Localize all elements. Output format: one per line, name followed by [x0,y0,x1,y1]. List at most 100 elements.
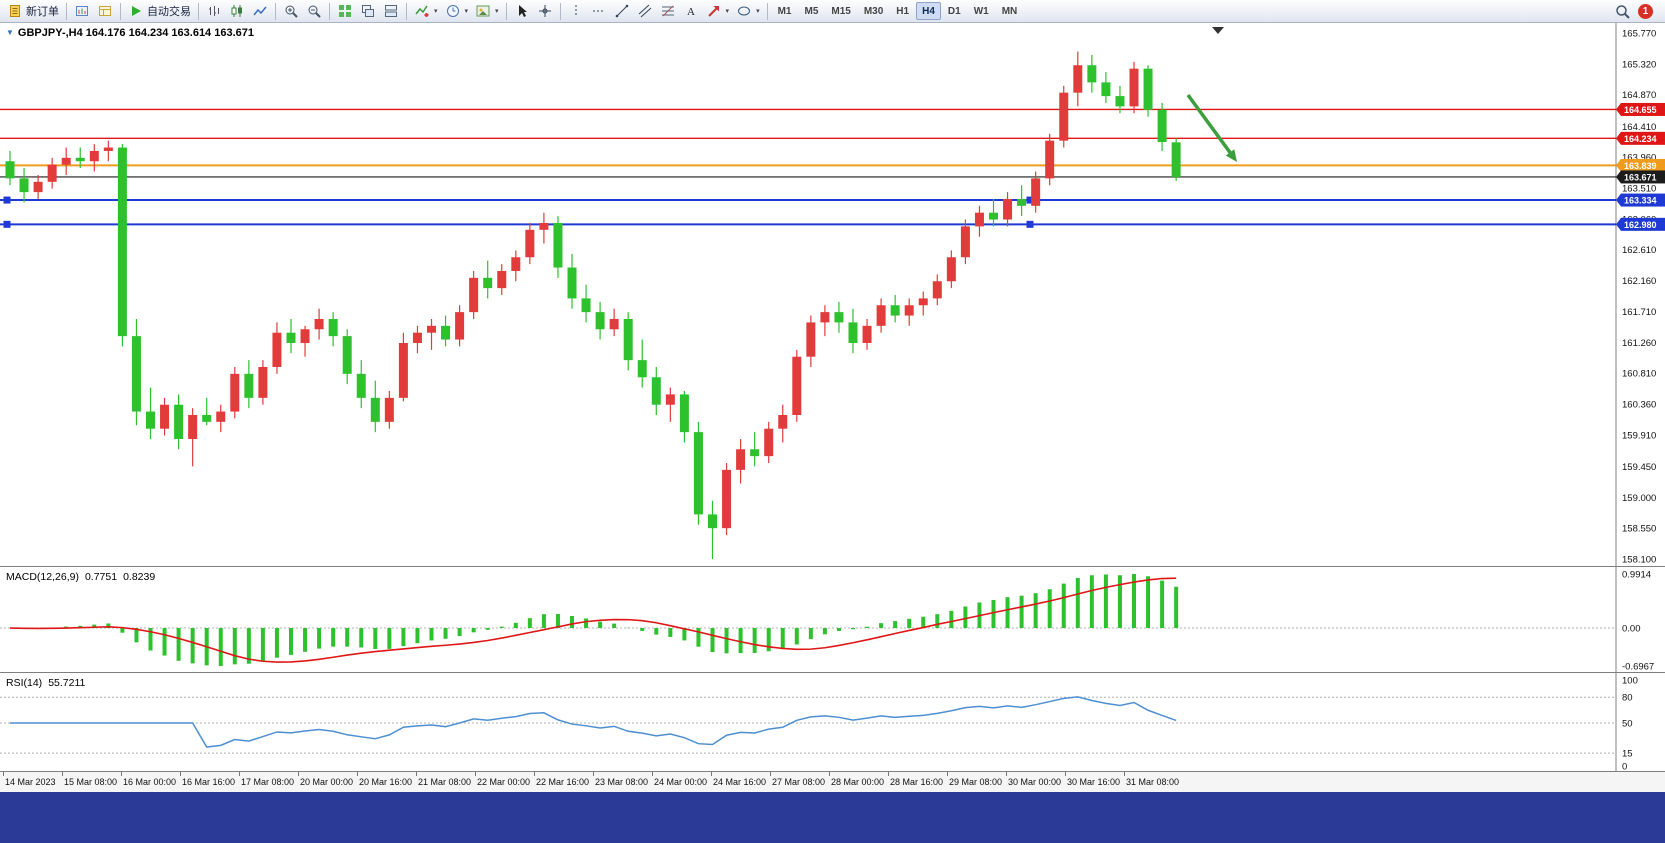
timeframe-m15[interactable]: M15 [831,5,851,17]
line-chart-button[interactable] [249,1,271,21]
time-tick [1006,772,1007,776]
time-tick [121,772,122,776]
shapes-button[interactable]: ▾ [733,1,763,21]
price-badge-notch [1616,158,1621,172]
bottom-bar [0,792,1665,843]
macd-histogram [22,574,1179,666]
hline-handle[interactable] [3,196,11,204]
macd-label: MACD(12,26,9) 0.7751 0.8239 [6,571,155,583]
svg-text:164.870: 164.870 [1622,90,1656,101]
time-label: 16 Mar 16:00 [182,777,236,787]
svg-text:158.100: 158.100 [1622,555,1656,566]
time-axis[interactable]: 14 Mar 2023 15 Mar 08:00 16 Mar 00:00 16 Ma… [0,771,1665,792]
timeframe-mn[interactable]: MN [1001,5,1018,17]
collapse-chart-icon[interactable]: ▼ [6,28,14,37]
trendline-button[interactable] [611,1,633,21]
svg-text:163.671: 163.671 [1624,172,1657,182]
svg-text:160.360: 160.360 [1622,400,1656,411]
toolbar-separator [66,2,67,20]
chart-title-text: GBPJPY-,H4 164.176 164.234 163.614 163.6… [17,27,254,39]
profiles-button[interactable] [94,1,116,21]
price-chart-panel[interactable]: ▼ GBPJPY-,H4 164.176 164.234 163.614 163.… [0,23,1665,566]
horizontal-line-button[interactable] [588,1,610,21]
hline-handle[interactable] [1026,220,1034,228]
svg-text:162.160: 162.160 [1622,276,1656,287]
svg-text:165.320: 165.320 [1622,59,1656,70]
time-tick [3,772,4,776]
caret-down-icon: ▾ [434,8,438,15]
time-label: 31 Mar 08:00 [1126,777,1180,787]
toolbar-separator [198,2,199,20]
timeframe-m30[interactable]: M30 [863,5,884,17]
zoom-in-button[interactable] [280,1,302,21]
svg-text:163.839: 163.839 [1624,161,1657,171]
text-button[interactable]: A [680,1,702,21]
new-order-icon [7,4,23,19]
autotrading-button[interactable]: 自动交易 [125,1,194,21]
time-tick [711,772,712,776]
price-chart-canvas[interactable]: 165.770 165.320 164.870 164.410 163.960 163.5… [0,23,1665,566]
svg-text:163.334: 163.334 [1624,196,1657,206]
time-label: 24 Mar 00:00 [654,777,708,787]
toolbar-separator [406,2,407,20]
rsi-canvas[interactable]: 100 80 50 15 0 [0,673,1665,772]
notification-badge[interactable]: 1 [1638,3,1653,19]
vline-icon [568,4,584,19]
time-label: 24 Mar 16:00 [713,777,767,787]
timeframe-d1[interactable]: D1 [947,5,961,17]
bar-chart-button[interactable] [203,1,225,21]
timeframe-h4[interactable]: H4 [916,2,941,20]
rsi-panel[interactable]: RSI(14) 55.7211 100 80 50 15 0 [0,672,1665,772]
clock-icon [445,4,461,19]
svg-text:159.450: 159.450 [1622,462,1656,473]
price-badge-notch [1616,217,1621,231]
candlestick-chart-button[interactable] [226,1,248,21]
time-label: 28 Mar 16:00 [890,777,944,787]
svg-text:159.910: 159.910 [1622,430,1656,441]
candles [5,51,1181,559]
arrow-annotation-head[interactable] [1225,149,1237,162]
caret-down-icon: ▾ [464,8,469,15]
time-tick [593,772,594,776]
time-label: 27 Mar 08:00 [772,777,826,787]
template-icon [475,4,491,19]
hline-handle[interactable] [3,220,11,228]
time-tick [298,772,299,776]
indicators-button[interactable]: ▾ [411,1,441,21]
macd-panel[interactable]: MACD(12,26,9) 0.7751 0.8239 0.9914 0.00 -0.6… [0,566,1665,673]
time-label: 20 Mar 16:00 [359,777,413,787]
chart-shift-marker[interactable] [1212,27,1224,34]
arrange-icon [383,4,399,19]
search-icon[interactable] [1614,4,1630,19]
hline-handle[interactable] [1026,196,1034,204]
svg-text:158.550: 158.550 [1622,524,1656,535]
periods-button[interactable]: ▾ [442,1,472,21]
time-label: 30 Mar 00:00 [1008,777,1062,787]
timeframe-h1[interactable]: H1 [896,5,910,17]
charts-window-button[interactable] [71,1,93,21]
timeframe-m5[interactable]: M5 [804,5,819,17]
toolbar: 新订单 自动交易 ▾ ▾ ▾ A ▾ ▾ M1 M5 M15 M30 H1 H4 D1 W1 MN 1 [0,0,1665,23]
cascade-windows-button[interactable] [357,1,379,21]
zoom-out-button[interactable] [303,1,325,21]
rsi-label: RSI(14) 55.7211 [6,677,85,689]
arrow-annotation[interactable] [1186,93,1235,159]
bars-icon [206,4,222,19]
fibonacci-button[interactable] [657,1,679,21]
tile-windows-button[interactable] [334,1,356,21]
vertical-line-button[interactable] [565,1,587,21]
new-order-button[interactable]: 新订单 [4,1,62,21]
timeframe-w1[interactable]: W1 [973,5,989,17]
channel-button[interactable] [634,1,656,21]
svg-text:A: A [687,6,695,18]
tile-windows-icon [337,4,353,19]
arrange-windows-button[interactable] [380,1,402,21]
macd-canvas[interactable]: 0.9914 0.00 -0.6967 [0,567,1665,673]
svg-text:0: 0 [1622,762,1627,773]
arrows-button[interactable]: ▾ [703,1,733,21]
cursor-button[interactable] [511,1,533,21]
time-tick [770,772,771,776]
templates-button[interactable]: ▾ [472,1,502,21]
timeframe-m1[interactable]: M1 [777,5,792,17]
crosshair-button[interactable] [534,1,556,21]
